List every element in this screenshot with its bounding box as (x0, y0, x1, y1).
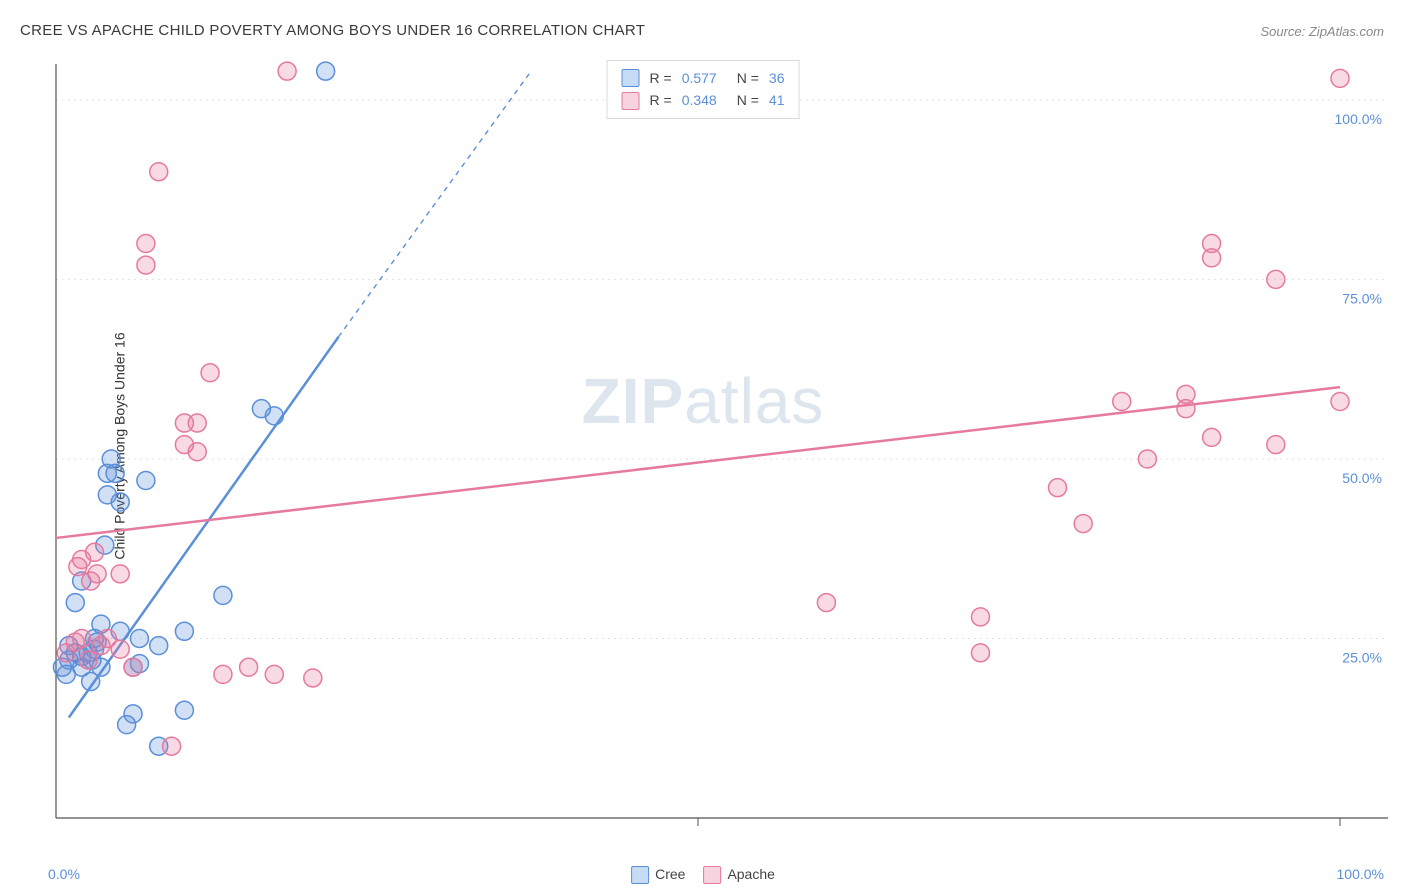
scatter-plot: 25.0% 50.0% 75.0% 100.0% (48, 58, 1388, 848)
data-point (304, 669, 322, 687)
data-point (971, 644, 989, 662)
data-point (214, 586, 232, 604)
correlation-row: R = 0.348 N = 41 (622, 89, 785, 111)
data-point (111, 493, 129, 511)
y-tick-label: 50.0% (1342, 470, 1382, 486)
data-point (86, 543, 104, 561)
data-point (317, 62, 335, 80)
x-axis-min-label: 0.0% (48, 866, 80, 882)
data-point (66, 594, 84, 612)
legend-swatch (622, 92, 640, 110)
legend-item: Apache (703, 866, 774, 884)
legend-swatch (703, 866, 721, 884)
data-point (1074, 515, 1092, 533)
data-point (265, 665, 283, 683)
r-value: 0.577 (682, 67, 717, 89)
data-point (240, 658, 258, 676)
data-point (73, 629, 91, 647)
data-point (1267, 270, 1285, 288)
r-label: R = (650, 89, 672, 111)
correlation-row: R = 0.577 N = 36 (622, 67, 785, 89)
data-point (137, 235, 155, 253)
data-point (214, 665, 232, 683)
data-point (1331, 69, 1349, 87)
correlation-legend: R = 0.577 N = 36 R = 0.348 N = 41 (607, 60, 800, 119)
data-point (1331, 393, 1349, 411)
source-credit: Source: ZipAtlas.com (1260, 24, 1384, 39)
y-tick-label: 25.0% (1342, 649, 1382, 665)
data-point (188, 443, 206, 461)
data-point (79, 651, 97, 669)
data-point (1203, 428, 1221, 446)
data-point (1203, 249, 1221, 267)
data-point (124, 705, 142, 723)
data-point (111, 565, 129, 583)
data-point (175, 622, 193, 640)
data-point (137, 471, 155, 489)
legend-swatch (622, 69, 640, 87)
data-point (111, 640, 129, 658)
y-tick-label: 100.0% (1335, 111, 1382, 127)
data-point (88, 565, 106, 583)
chart-title: CREE VS APACHE CHILD POVERTY AMONG BOYS … (20, 22, 645, 39)
data-point (130, 629, 148, 647)
data-point (265, 407, 283, 425)
data-point (188, 414, 206, 432)
n-label: N = (737, 89, 759, 111)
data-point (1267, 436, 1285, 454)
data-point (1113, 393, 1131, 411)
legend-label: Cree (655, 866, 685, 882)
data-point (817, 594, 835, 612)
x-axis-max-label: 100.0% (1337, 866, 1384, 882)
n-value: 36 (769, 67, 785, 89)
data-point (1049, 479, 1067, 497)
series-legend: Cree Apache (631, 866, 775, 884)
legend-label: Apache (727, 866, 774, 882)
r-label: R = (650, 67, 672, 89)
data-point (106, 464, 124, 482)
data-point (150, 163, 168, 181)
data-point (150, 637, 168, 655)
data-point (278, 62, 296, 80)
data-point (1177, 385, 1195, 403)
data-point (124, 658, 142, 676)
data-point (137, 256, 155, 274)
data-point (163, 737, 181, 755)
n-value: 41 (769, 89, 785, 111)
data-point (971, 608, 989, 626)
n-label: N = (737, 67, 759, 89)
legend-item: Cree (631, 866, 685, 884)
r-value: 0.348 (682, 89, 717, 111)
legend-swatch (631, 866, 649, 884)
y-tick-label: 75.0% (1342, 290, 1382, 306)
data-point (1138, 450, 1156, 468)
data-point (175, 701, 193, 719)
data-point (201, 364, 219, 382)
